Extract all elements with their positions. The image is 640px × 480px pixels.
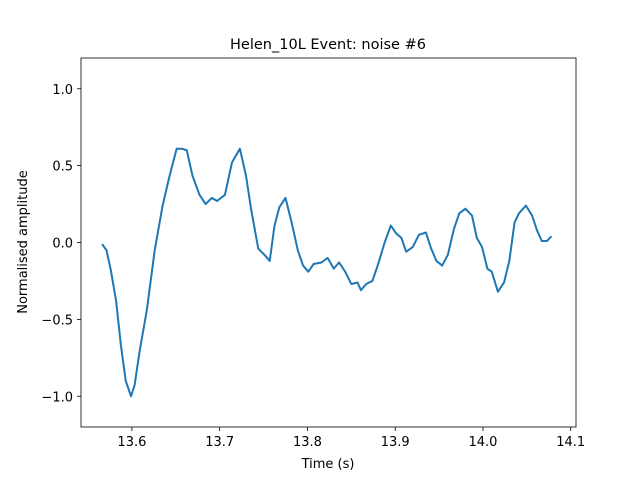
plot-frame [80,57,577,428]
x-tick-label: 13.9 [381,435,410,450]
chart-title: Helen_10L Event: noise #6 [230,37,426,53]
x-tick-label: 13.6 [117,435,146,450]
x-axis-label: Time (s) [301,457,355,472]
y-tick-label: 1.0 [52,83,73,98]
x-tick-label: 13.8 [293,435,322,450]
y-tick-label: −0.5 [41,313,73,328]
y-tick-label: 0.5 [52,160,73,175]
x-tick-label: 14.0 [468,435,497,450]
line-series [101,147,553,398]
y-tick-label: 0.0 [52,237,73,252]
y-axis-label: Normalised amplitude [16,170,31,314]
x-tick-label: 13.7 [205,435,234,450]
y-tick-label: −1.0 [41,390,73,405]
x-tick-label: 14.1 [556,435,585,450]
